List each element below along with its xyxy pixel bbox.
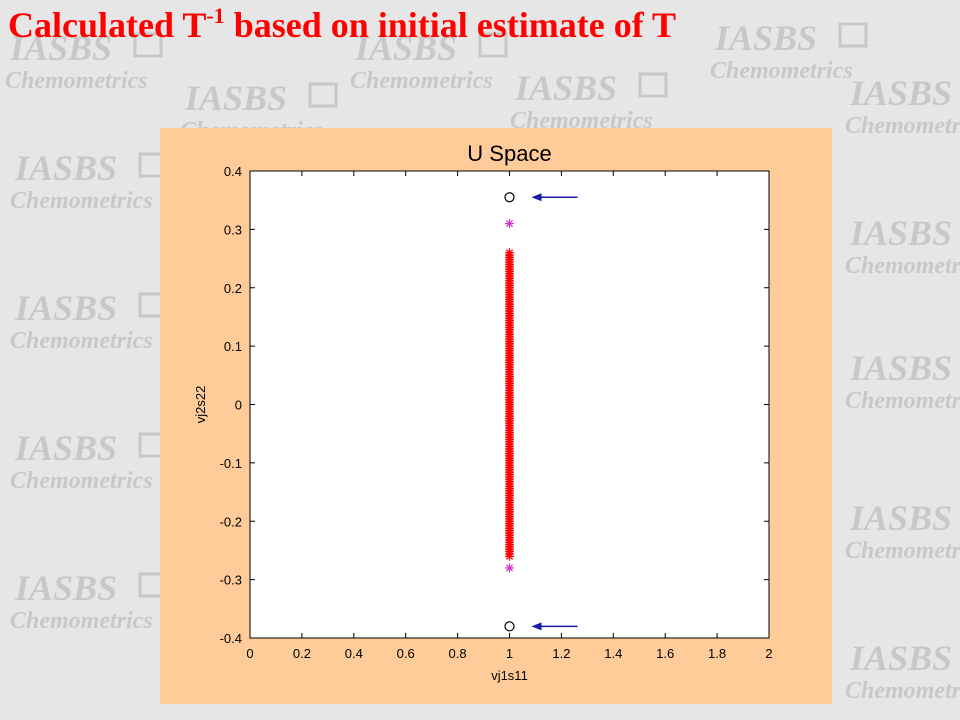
watermark-logo-mark	[838, 22, 868, 48]
watermark-logo-text: IASBS	[14, 288, 117, 328]
watermark-logo-text: IASBS	[9, 28, 112, 68]
watermark-sub-text: Chemometrics	[10, 188, 153, 214]
watermark-logo-text: IASBS	[14, 568, 117, 608]
slide-title-rest: based on initial estimate of T	[224, 5, 677, 45]
y-tick-label: -0.1	[220, 456, 242, 471]
y-tick-label: 0.4	[224, 164, 242, 179]
annotation-arrow	[531, 193, 578, 202]
watermark-logo-text: IASBS	[184, 78, 287, 118]
annotation-arrow	[531, 622, 578, 631]
watermark-logo-text: IASBS	[714, 18, 817, 58]
watermark-sub-text: Chemometrics	[5, 68, 148, 94]
data-point-magenta-asterisk	[505, 563, 514, 573]
y-axis-label: vj2s22	[193, 386, 208, 424]
watermark-logo-mark	[638, 72, 668, 98]
slide-title-main: Calculated T	[8, 5, 207, 45]
y-tick-label: 0.3	[224, 222, 242, 237]
x-tick-label: 1.8	[708, 646, 726, 661]
y-tick-label: 0.1	[224, 339, 242, 354]
x-tick-label: 1.6	[656, 646, 674, 661]
watermark-sub-text: Chemometrics	[845, 678, 960, 704]
slide-title-superscript: -1	[206, 3, 225, 28]
x-tick-label: 0.8	[449, 646, 467, 661]
x-tick-label: 2	[765, 646, 772, 661]
watermark-logo-text: IASBS	[514, 68, 617, 108]
watermark-sub-text: Chemometrics	[845, 253, 960, 279]
watermark-sub-text: Chemometrics	[10, 328, 153, 354]
y-tick-label: 0.2	[224, 281, 242, 296]
figure-panel: U Space 0 0.2 0.4 0.6 0.8 1 1.2 1.4 1.6 1.8 2 -0.4 -0…	[160, 128, 832, 704]
watermark-logo-mark	[308, 82, 338, 108]
watermark-sub-text: Chemometrics	[10, 608, 153, 634]
x-axis-label: vj1s11	[491, 668, 528, 683]
chart-title: U Space	[467, 141, 551, 166]
watermark-logo-text: IASBS	[849, 348, 952, 388]
watermark-sub-text: Chemometrics	[10, 468, 153, 494]
x-tick-label: 1	[506, 646, 513, 661]
watermark-logo-text: IASBS	[849, 213, 952, 253]
y-tick-label: -0.4	[220, 631, 242, 646]
y-tick-label: -0.2	[220, 514, 242, 529]
x-tick-label: 1.4	[604, 646, 622, 661]
slide-title: Calculated T-1 based on initial estimate…	[8, 4, 676, 47]
data-point-circle	[504, 621, 515, 632]
x-tick-label: 0.4	[345, 646, 363, 661]
watermark-logo-text: IASBS	[354, 28, 457, 68]
data-point-magenta-asterisk	[505, 219, 514, 229]
watermark-logo-mark	[478, 32, 508, 58]
watermark-logo-mark	[133, 32, 163, 58]
watermark-logo-text: IASBS	[849, 498, 952, 538]
u-space-chart: U Space 0 0.2 0.4 0.6 0.8 1 1.2 1.4 1.6 1.8 2 -0.4 -0…	[193, 141, 773, 683]
watermark-sub-text: Chemometrics	[845, 113, 960, 139]
watermark-sub-text: Chemometrics	[350, 68, 493, 94]
watermark-sub-text: Chemometrics	[845, 538, 960, 564]
data-point-circle	[504, 192, 515, 203]
data-point-red-asterisk	[505, 248, 514, 258]
y-tick-label: 0	[235, 398, 242, 413]
x-tick-label: 1.2	[552, 646, 570, 661]
watermark-logo-text: IASBS	[849, 638, 952, 678]
watermark-sub-text: Chemometrics	[845, 388, 960, 414]
watermark-sub-text: Chemometrics	[710, 58, 853, 84]
watermark-logo-text: IASBS	[14, 428, 117, 468]
watermark-logo-text: IASBS	[849, 73, 952, 113]
x-tick-label: 0.2	[293, 646, 311, 661]
x-tick-label: 0	[246, 646, 253, 661]
y-tick-label: -0.3	[220, 573, 242, 588]
x-tick-label: 0.6	[397, 646, 415, 661]
watermark-logo-text: IASBS	[14, 148, 117, 188]
